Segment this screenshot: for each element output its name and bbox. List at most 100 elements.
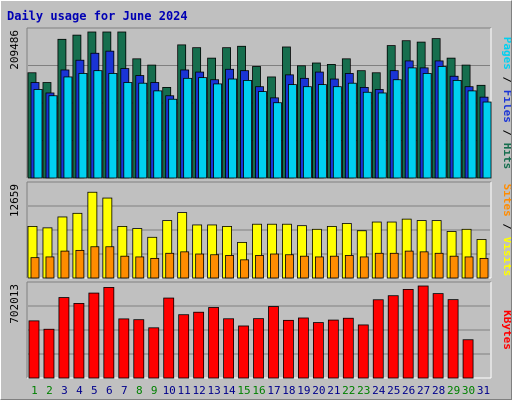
kbytes-bar: [118, 318, 130, 379]
sites-bar: [120, 255, 130, 279]
pages-bar: [48, 95, 58, 179]
pages-bar: [362, 91, 372, 179]
kbytes-bar: [28, 320, 40, 379]
visits-ymax-label: 12659: [8, 184, 21, 217]
kbytes-bar: [402, 289, 414, 379]
kbytes-ymax-label: 702013: [8, 284, 21, 324]
sites-bar: [285, 254, 294, 279]
x-tick-label: 20: [312, 384, 325, 397]
pages-bar: [108, 73, 118, 179]
sites-bar: [419, 251, 429, 279]
x-tick-label: 9: [151, 384, 158, 397]
pages-bar: [407, 67, 417, 179]
x-tick-label: 22: [342, 384, 355, 397]
x-tick-label: 25: [387, 384, 400, 397]
pages-bar: [288, 84, 297, 179]
sites-bar: [105, 246, 115, 279]
x-tick-label: 2: [46, 384, 53, 397]
hits-ymax-label: 209486: [8, 30, 21, 70]
x-tick-label: 28: [432, 384, 445, 397]
pages-bar: [303, 86, 312, 179]
pages-bar: [213, 83, 223, 179]
sites-bar: [374, 252, 384, 279]
sites-bar: [240, 259, 249, 279]
visits-legend-sites: Sites: [501, 184, 511, 217]
x-tick-label: 5: [91, 384, 98, 397]
kbytes-bar: [312, 322, 324, 379]
pages-bar: [93, 70, 103, 179]
kbytes-bar: [447, 299, 459, 379]
kbytes-bar: [73, 303, 85, 379]
sites-bar: [314, 256, 324, 279]
sites-bar: [389, 252, 399, 279]
sites-bar: [359, 256, 369, 279]
hits-legend-separator: /: [501, 123, 511, 143]
pages-bar: [168, 98, 178, 179]
x-tick-label: 16: [252, 384, 265, 397]
x-tick-label: 21: [327, 384, 340, 397]
sites-bar: [150, 257, 160, 279]
pages-bar: [422, 73, 432, 179]
hits-legend-pages: Pages: [501, 37, 511, 70]
x-tick-label: 8: [136, 384, 143, 397]
x-tick-label: 23: [357, 384, 370, 397]
x-tick-label: 6: [106, 384, 113, 397]
pages-bar: [33, 89, 43, 179]
kbytes-bar: [238, 325, 249, 379]
kbytes-bar: [372, 299, 384, 379]
kbytes-bar: [357, 324, 369, 379]
sites-bar: [255, 255, 264, 279]
kbytes-bar: [417, 285, 429, 379]
pages-bar: [78, 73, 88, 179]
pages-bar: [437, 66, 447, 179]
kbytes-bar: [253, 318, 264, 379]
kbytes-bar: [268, 306, 279, 379]
x-tick-label: 12: [193, 384, 206, 397]
kbytes-bar: [148, 327, 160, 379]
x-tick-label: 15: [237, 384, 250, 397]
visits-legend: Sites / Visits: [501, 184, 511, 277]
sites-bar: [180, 251, 190, 279]
kbytes-bar: [208, 307, 220, 379]
x-tick-label: 18: [282, 384, 295, 397]
sites-bar: [75, 249, 85, 279]
pages-bar: [153, 90, 163, 179]
pages-bar: [273, 102, 282, 179]
pages-bar: [317, 84, 327, 179]
x-tick-label: 24: [372, 384, 386, 397]
sites-bar: [404, 250, 414, 279]
x-tick-label: 29: [447, 384, 460, 397]
sites-bar: [344, 255, 354, 279]
sites-bar: [479, 257, 489, 279]
sites-bar: [60, 250, 70, 279]
pages-bar: [467, 90, 477, 179]
kbytes-bar: [193, 311, 205, 379]
x-tick-label: 14: [222, 384, 236, 397]
pages-bar: [243, 80, 252, 179]
sites-bar: [90, 246, 100, 279]
sites-bar: [195, 253, 205, 279]
kbytes-legend-kbytes: KBytes: [501, 310, 511, 350]
pages-bar: [198, 77, 208, 179]
kbytes-bar: [462, 339, 474, 379]
chart-title: Daily usage for June 2024: [7, 9, 188, 23]
pages-bar: [452, 80, 462, 179]
hits-legend-files: Files: [501, 90, 511, 123]
pages-bar: [138, 82, 148, 179]
kbytes-bar: [88, 292, 100, 379]
pages-bar: [482, 101, 492, 179]
x-tick-label: 26: [402, 384, 415, 397]
kbytes-bar: [387, 295, 399, 379]
kbytes-bar: [163, 297, 175, 379]
pages-bar: [392, 79, 402, 179]
pages-bar: [63, 76, 73, 179]
kbytes-bar: [298, 317, 309, 379]
pages-bar: [123, 82, 133, 179]
kbytes-bar: [327, 319, 339, 379]
kbytes-bar: [43, 328, 55, 379]
x-tick-label: 31: [477, 384, 490, 397]
sites-bar: [464, 256, 474, 279]
pages-bar: [228, 78, 237, 179]
sites-bar: [329, 255, 339, 279]
